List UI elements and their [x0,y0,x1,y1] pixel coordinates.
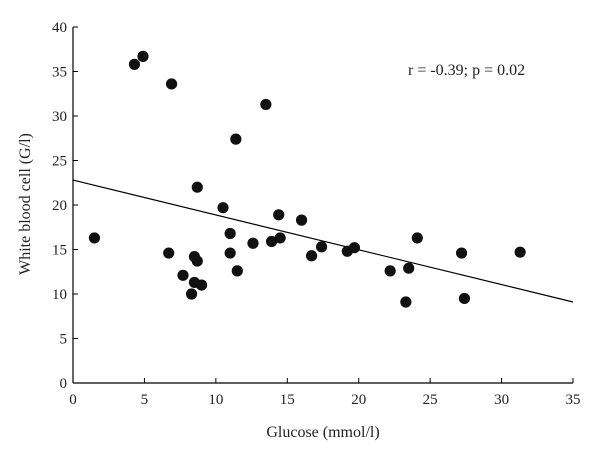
data-point [265,235,278,248]
data-point [224,227,236,240]
y-tick-label: 35 [52,65,67,81]
data-point [177,269,189,281]
data-point [274,232,286,244]
data-point [403,262,415,274]
data-point [185,288,198,300]
x-tick-label: 0 [69,392,77,408]
data-point [191,255,203,267]
data-point [305,250,318,262]
data-point [247,237,259,249]
data-point [348,242,361,254]
x-tick-label: 20 [351,392,366,408]
data-point [455,247,468,259]
y-tick-label: 40 [52,20,67,36]
data-point [224,247,236,259]
y-axis-label: White blood cell (G/l) [17,133,34,275]
data-point [137,50,149,62]
data-point [400,296,412,308]
x-tick-label: 15 [280,392,295,408]
x-tick-label: 5 [141,392,149,408]
x-tick-label: 10 [208,392,223,408]
x-tick-label: 30 [494,392,509,408]
x-tick-label: 25 [423,392,438,408]
data-point [128,58,141,70]
y-tick-label: 0 [60,376,68,392]
data-point [458,292,471,305]
y-tick-label: 5 [60,332,68,348]
data-point [384,265,396,277]
y-tick-label: 10 [52,287,67,303]
x-tick-label: 35 [566,392,581,408]
data-point [191,181,203,193]
correlation-annotation: r = -0.39; p = 0.02 [408,62,525,79]
data-point [231,265,243,277]
data-point [88,232,101,244]
data-point [165,78,178,90]
data-point [411,232,423,244]
y-tick-label: 15 [52,243,67,259]
data-point [273,209,285,221]
y-tick-label: 25 [52,154,67,170]
regression-line [72,179,574,303]
data-point [295,214,308,226]
data-point [260,98,272,111]
y-tick-label: 30 [52,109,67,125]
y-tick-label: 20 [52,198,67,214]
plot-area: 0 5 10 15 20 25 30 35 0 5 10 15 20 25 30 35 40 [52,20,581,408]
data-point [163,247,175,259]
data-point [514,246,526,258]
x-axis-label: Glucose (mmol/l) [266,424,379,441]
data-point [315,241,328,253]
data-point [195,279,208,291]
data-point [230,133,242,145]
data-point [217,202,229,214]
